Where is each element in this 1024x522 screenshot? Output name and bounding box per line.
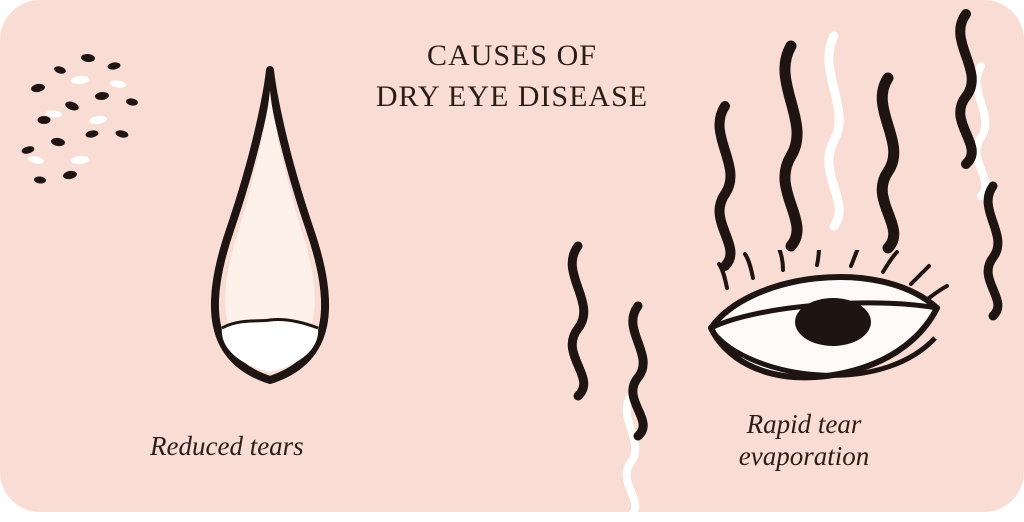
wave-line (940, 8, 992, 170)
wave-line (862, 72, 914, 254)
caption-rapid-evaporation: Rapid tear evaporation (674, 408, 934, 473)
wave-line (700, 100, 750, 272)
wave-line (764, 40, 818, 252)
wave-line (970, 180, 1016, 322)
eye-icon (699, 250, 949, 400)
wave-line (614, 300, 662, 442)
title: CAUSES OF DRY EYE DISEASE (376, 36, 648, 117)
wave-line (552, 240, 604, 402)
teardrop-icon (170, 60, 370, 400)
infographic-canvas: CAUSES OF DRY EYE DISEASE Reduced tears … (0, 0, 1024, 512)
caption-reduced-tears: Reduced tears (150, 430, 304, 462)
